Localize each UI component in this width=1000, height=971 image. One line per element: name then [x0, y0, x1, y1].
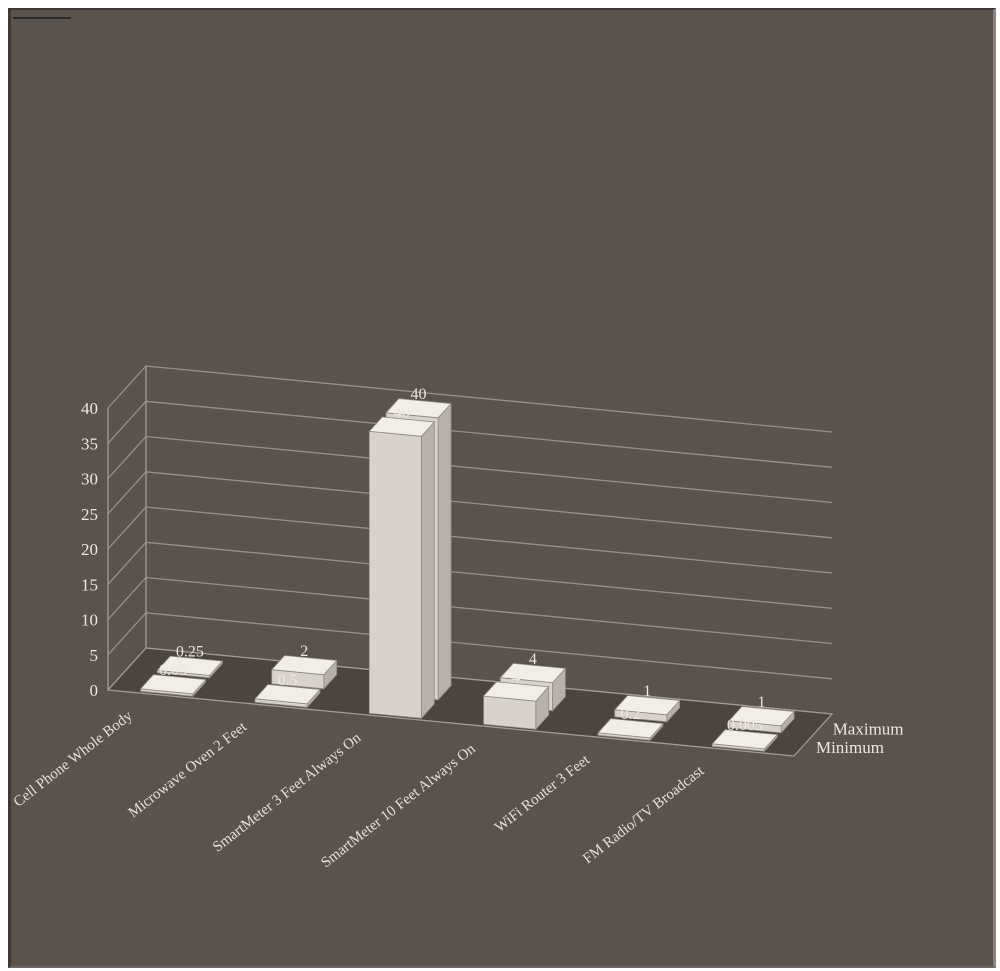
- y-tick-label: 40: [81, 399, 98, 418]
- data-label: 0.25: [176, 644, 204, 661]
- bar-top: [499, 662, 567, 684]
- bar-side: [437, 402, 452, 701]
- y-tick-label: 35: [81, 434, 98, 453]
- y-tick-label: 30: [81, 470, 98, 489]
- bar-top: [482, 681, 550, 702]
- y-tick-label: 10: [81, 611, 98, 630]
- data-label: 0.05: [159, 662, 187, 679]
- data-label: 0.5: [277, 672, 297, 689]
- y-tick-label: 20: [81, 540, 98, 559]
- category-label: WiFi Router 3 Feet: [492, 752, 594, 836]
- bar-front: [368, 430, 422, 719]
- category-label: Microwave Oven 2 Feet: [126, 719, 251, 822]
- bar-front: [483, 695, 537, 730]
- category-label: SmartMeter 10 Feet Always On: [318, 741, 479, 871]
- data-label: 0.005: [727, 717, 763, 734]
- series-label-maximum: Maximum: [833, 720, 904, 739]
- y-tick-label: 25: [81, 505, 98, 524]
- gridline-20: [107, 506, 833, 574]
- gridline-15: [107, 541, 833, 609]
- data-labels: 0.25 2 40 4 1 1 0.05 0.5 40 4 0.2 0.005: [159, 386, 765, 734]
- gridline-40: [107, 365, 833, 433]
- data-label: 4: [512, 669, 520, 686]
- bars: [139, 398, 795, 753]
- category-label: FM Radio/TV Broadcast: [580, 763, 708, 868]
- bar-top: [711, 729, 779, 750]
- axes: [106, 366, 834, 757]
- bar-minimum-0: [139, 674, 207, 698]
- data-label: 1: [758, 694, 766, 711]
- bar-top: [597, 718, 664, 739]
- bar-top: [156, 655, 224, 676]
- category-label: Cell Phone Whole Body: [11, 708, 136, 811]
- gridline-30: [107, 435, 833, 504]
- gridline-35: [107, 400, 833, 468]
- bar-side: [420, 420, 435, 720]
- bar-top: [613, 695, 681, 716]
- bar-top: [385, 398, 452, 419]
- data-label: 40: [411, 386, 427, 403]
- data-label: 0.2: [620, 706, 640, 723]
- bar-maximum-4: [613, 695, 681, 723]
- data-label: 40: [394, 405, 410, 422]
- bar-minimum-3: [482, 681, 550, 731]
- bar-maximum-5: [728, 706, 795, 734]
- data-label: 2: [300, 643, 308, 660]
- bar-minimum-5: [711, 729, 779, 753]
- bar-top: [254, 684, 321, 705]
- bar-maximum-1: [270, 655, 338, 690]
- y-tick-label: 15: [81, 575, 98, 594]
- corner-mark: [13, 10, 71, 19]
- bar-top: [368, 416, 436, 437]
- chart-frame: 0 5 10 15 20 25 30 35 40 0.25 2 40 4 1 1 0.05 0.5 40 4 0.2…: [8, 8, 996, 968]
- bar-maximum-0: [156, 655, 224, 679]
- bar-top: [139, 674, 207, 695]
- series-label-minimum: Minimum: [816, 738, 884, 757]
- data-label: 4: [529, 651, 537, 668]
- y-tick-label: 5: [90, 646, 99, 665]
- gridline-10: [107, 576, 833, 645]
- category-label: SmartMeter 3 Feet Always On: [210, 730, 365, 856]
- y-tick-label: 0: [90, 681, 99, 700]
- bar-minimum-1: [254, 684, 321, 709]
- bar-top: [728, 706, 795, 727]
- y-tick-labels: 0 5 10 15 20 25 30 35 40: [81, 399, 98, 700]
- bar-top: [270, 655, 338, 676]
- data-label: 1: [643, 683, 651, 700]
- gridline-25: [107, 471, 833, 539]
- bar-minimum-4: [597, 718, 664, 742]
- bar-minimum-2: [368, 416, 436, 720]
